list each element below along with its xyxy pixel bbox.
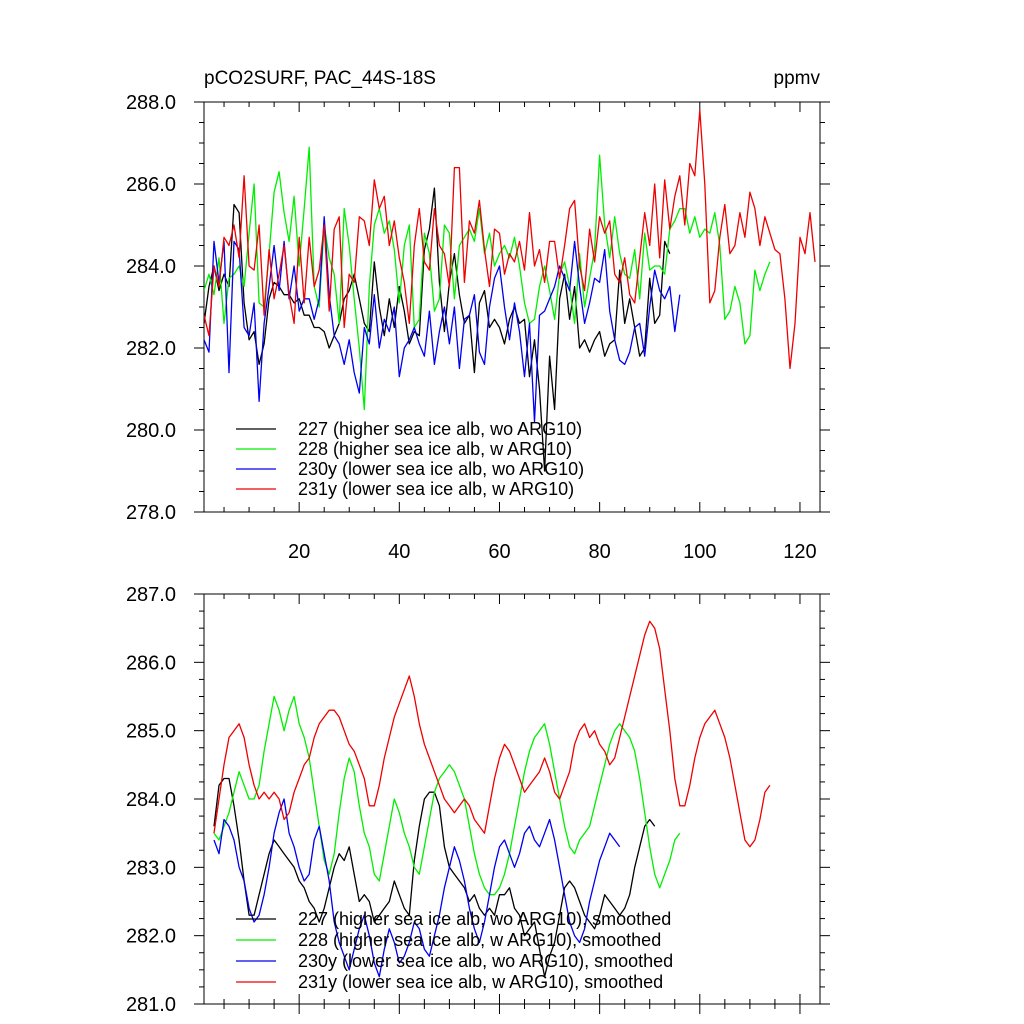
bottom-y-tick-label: 282.0 <box>126 926 176 948</box>
top-chart-units: ppmv <box>774 68 821 89</box>
bottom-legend-label-2: 230y (lower sea ice alb, wo ARG10), smoo… <box>298 951 673 971</box>
top-y-tick-label: 288.0 <box>126 92 176 114</box>
bottom-tick-marks <box>194 593 830 1014</box>
top-legend-label-3: 231y (lower sea ice alb, w ARG10) <box>298 479 574 499</box>
top-y-tick-label: 286.0 <box>126 174 176 196</box>
top-series-line-0 <box>204 187 671 472</box>
top-series-line-3 <box>204 109 816 370</box>
bottom-y-tick-label: 283.0 <box>126 857 176 879</box>
top-tick-marks <box>194 101 830 513</box>
bottom-series-group <box>213 620 771 978</box>
bottom-legend: 227 (higher sea ice alb, wo ARG10), smoo… <box>236 909 673 992</box>
top-y-tick-label: 278.0 <box>126 502 176 524</box>
bottom-series-line-3 <box>213 620 771 848</box>
bottom-series-line-2 <box>213 798 621 978</box>
top-x-tick-label: 20 <box>288 541 310 563</box>
bottom-y-tick-label: 285.0 <box>126 721 176 743</box>
top-x-tick-label: 100 <box>683 541 716 563</box>
top-series-group <box>204 109 816 472</box>
bottom-y-tick-label: 286.0 <box>126 652 176 674</box>
bottom-legend-label-3: 231y (lower sea ice alb, w ARG10), smoot… <box>298 972 663 992</box>
bottom-y-tick-label: 281.0 <box>126 994 176 1016</box>
top-x-tick-label: 60 <box>488 541 510 563</box>
top-plot: 278.0 280.0 282.0 284.0 286.0 288.0 20 40 60 80 10… <box>126 68 830 563</box>
top-legend: 227 (higher sea ice alb, wo ARG10)228 (h… <box>236 419 584 499</box>
bottom-plot: 281.0 282.0 283.0 284.0 285.0 286.0 287.0 227 (… <box>126 584 830 1016</box>
top-legend-label-0: 227 (higher sea ice alb, wo ARG10) <box>298 419 582 439</box>
top-y-tick-label: 280.0 <box>126 420 176 442</box>
bottom-y-tick-label: 287.0 <box>126 584 176 606</box>
top-legend-label-2: 230y (lower sea ice alb, wo ARG10) <box>298 459 584 479</box>
top-y-tick-label: 284.0 <box>126 256 176 278</box>
bottom-legend-label-1: 228 (higher sea ice alb, w ARG10), smoot… <box>298 930 661 950</box>
bottom-series-line-1 <box>213 695 681 896</box>
top-y-tick-label: 282.0 <box>126 338 176 360</box>
top-chart-title: pCO2SURF, PAC_44S-18S <box>204 68 436 89</box>
top-x-tick-label: 120 <box>783 541 816 563</box>
top-x-tick-label: 80 <box>589 541 611 563</box>
top-x-tick-label: 40 <box>388 541 410 563</box>
bottom-y-tick-label: 284.0 <box>126 789 176 811</box>
top-legend-label-1: 228 (higher sea ice alb, w ARG10) <box>298 439 572 459</box>
bottom-legend-label-0: 227 (higher sea ice alb, wo ARG10), smoo… <box>298 909 671 929</box>
